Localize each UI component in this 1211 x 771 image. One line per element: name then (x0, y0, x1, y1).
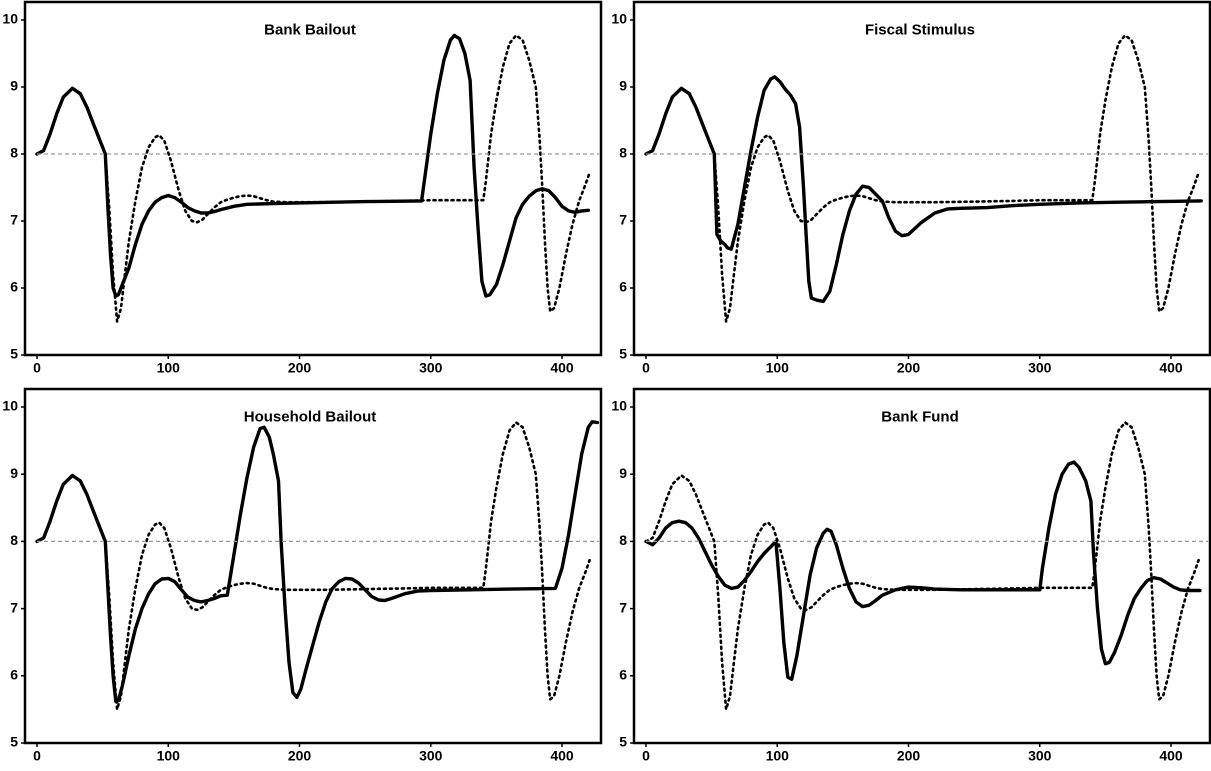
y-tick-label: 5 (10, 346, 18, 362)
y-tick-label: 8 (10, 145, 18, 161)
x-tick-label: 100 (157, 359, 181, 375)
y-tick-label: 7 (10, 212, 18, 228)
y-tick-label: 6 (10, 667, 18, 683)
y-tick-label: 5 (10, 734, 18, 750)
series-line (644, 421, 1200, 711)
x-tick-label: 100 (766, 359, 790, 375)
x-tick-label: 400 (1159, 359, 1183, 375)
chart-title: Bank Fund (881, 408, 959, 425)
series-line (35, 34, 591, 323)
y-tick-label: 7 (619, 599, 627, 615)
series-line (644, 34, 1200, 323)
plot-frame (632, 0, 1211, 357)
series-line (644, 460, 1202, 681)
y-tick-label: 9 (10, 465, 18, 481)
x-tick-label: 200 (897, 747, 921, 763)
plot-frame (632, 387, 1211, 745)
plot-frame (23, 0, 603, 357)
chart-title: Household Bailout (244, 408, 377, 425)
x-tick-label: 0 (33, 747, 41, 763)
y-tick-label: 7 (10, 599, 18, 615)
x-tick-label: 400 (550, 747, 574, 763)
y-tick-label: 10 (2, 11, 18, 27)
x-tick-label: 400 (1159, 747, 1183, 763)
y-tick-label: 5 (619, 734, 627, 750)
y-tick-label: 6 (619, 667, 627, 683)
x-tick-label: 200 (897, 359, 921, 375)
series-line (644, 75, 1203, 304)
x-tick-label: 300 (1028, 747, 1052, 763)
y-tick-label: 8 (10, 532, 18, 548)
x-tick-label: 200 (288, 747, 312, 763)
y-tick-label: 9 (10, 78, 18, 94)
chart-title: Fiscal Stimulus (865, 21, 975, 38)
series-line (35, 33, 590, 298)
x-tick-label: 200 (288, 359, 312, 375)
y-tick-label: 6 (10, 279, 18, 295)
x-tick-label: 300 (419, 359, 443, 375)
x-tick-label: 0 (642, 359, 650, 375)
chart-title: Bank Bailout (264, 21, 356, 38)
x-tick-label: 300 (419, 747, 443, 763)
y-tick-label: 10 (611, 11, 627, 27)
x-tick-label: 100 (157, 747, 181, 763)
x-tick-label: 400 (550, 359, 574, 375)
y-tick-label: 10 (611, 398, 627, 414)
series-line (35, 420, 600, 703)
y-tick-label: 6 (619, 279, 627, 295)
x-tick-label: 100 (766, 747, 790, 763)
y-tick-label: 9 (619, 78, 627, 94)
y-tick-label: 9 (619, 465, 627, 481)
y-tick-label: 8 (619, 532, 627, 548)
y-tick-label: 5 (619, 346, 627, 362)
x-tick-label: 300 (1028, 359, 1052, 375)
x-tick-label: 0 (33, 359, 41, 375)
y-tick-label: 7 (619, 212, 627, 228)
series-line (35, 421, 591, 711)
y-tick-label: 10 (2, 398, 18, 414)
plot-frame (23, 387, 603, 745)
x-tick-label: 0 (642, 747, 650, 763)
y-tick-label: 8 (619, 145, 627, 161)
